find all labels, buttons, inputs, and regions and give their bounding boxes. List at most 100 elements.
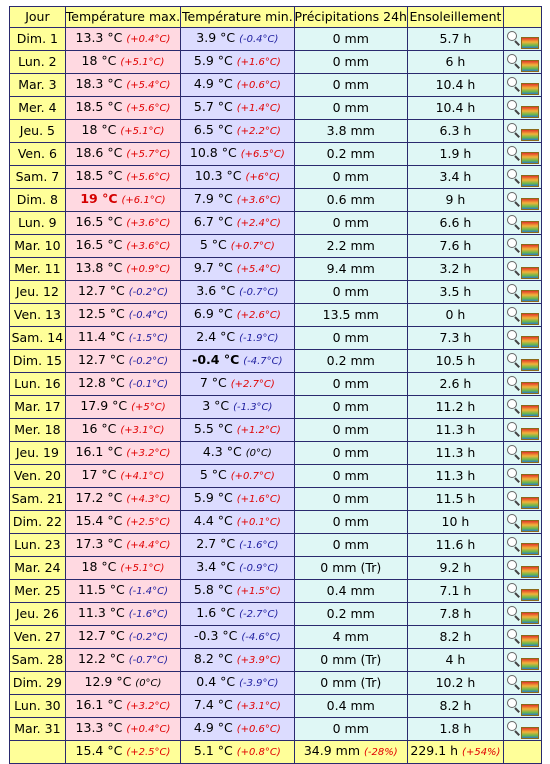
magnifier-chart-icon[interactable] xyxy=(506,54,540,72)
magnifier-chart-icon[interactable] xyxy=(506,238,540,256)
detail-link-cell[interactable] xyxy=(502,165,543,189)
magnifier-chart-icon[interactable] xyxy=(506,146,540,164)
magnifier-chart-icon[interactable] xyxy=(506,284,540,302)
tmin-value: 10.3 °C xyxy=(194,168,242,183)
magnifier-chart-icon[interactable] xyxy=(506,537,540,555)
tmax-cell: 13.8 °C (+0.9°C) xyxy=(64,257,182,281)
magnifier-chart-icon[interactable] xyxy=(506,376,540,394)
tmin-deviation: (-0.9°C) xyxy=(239,563,279,574)
tmin-deviation: (+1.6°C) xyxy=(236,494,281,505)
magnifier-chart-icon[interactable] xyxy=(506,77,540,95)
magnifier-chart-icon[interactable] xyxy=(506,399,540,417)
tmin-deviation: (+3.9°C) xyxy=(236,655,281,666)
detail-link-cell[interactable] xyxy=(502,372,543,396)
detail-link-cell[interactable] xyxy=(502,211,543,235)
sunshine-cell: 9.2 h xyxy=(406,556,504,580)
tmax-cell: 12.9 °C (0°C) xyxy=(64,671,182,695)
detail-link-cell[interactable] xyxy=(502,395,543,419)
detail-link-cell[interactable] xyxy=(502,73,543,97)
detail-link-cell[interactable] xyxy=(502,50,543,74)
magnifier-chart-icon[interactable] xyxy=(506,629,540,647)
detail-link-cell[interactable] xyxy=(502,119,543,143)
tmin-deviation: (+2.7°C) xyxy=(230,379,275,390)
tmax-value: 12.5 °C xyxy=(77,306,125,321)
detail-link-cell[interactable] xyxy=(502,142,543,166)
magnifier-chart-icon[interactable] xyxy=(506,514,540,532)
detail-link-cell[interactable] xyxy=(502,418,543,442)
detail-link-cell[interactable] xyxy=(502,96,543,120)
day-cell: Dim. 8 xyxy=(9,188,66,212)
tmin-value: -0.4 °C xyxy=(192,352,240,367)
magnifier-chart-icon[interactable] xyxy=(506,606,540,624)
magnifier-chart-icon[interactable] xyxy=(506,169,540,187)
tmin-cell: 10.8 °C (+6.5°C) xyxy=(180,142,295,166)
tmin-value: 8.2 °C xyxy=(193,651,233,666)
detail-link-cell[interactable] xyxy=(502,671,543,695)
magnifier-chart-icon[interactable] xyxy=(506,468,540,486)
detail-link-cell[interactable] xyxy=(502,464,543,488)
detail-link-cell[interactable] xyxy=(502,303,543,327)
sunshine-cell: 7.1 h xyxy=(406,579,504,603)
tmax-cell: 16 °C (+3.1°C) xyxy=(64,418,182,442)
detail-link-cell[interactable] xyxy=(502,648,543,672)
magnifier-chart-icon[interactable] xyxy=(506,215,540,233)
detail-link-cell[interactable] xyxy=(502,280,543,304)
tmax-deviation: (-0.1°C) xyxy=(128,379,169,390)
magnifier-chart-icon[interactable] xyxy=(506,422,540,440)
magnifier-chart-icon[interactable] xyxy=(506,307,540,325)
magnifier-chart-icon[interactable] xyxy=(506,330,540,348)
totals-prec: 34.9 mm (-28%) xyxy=(293,740,408,764)
detail-link-cell[interactable] xyxy=(502,349,543,373)
table-row: Ven. 13 12.5 °C (-0.4°C) 6.9 °C (+2.6°C) 13… xyxy=(9,303,543,327)
detail-link-cell[interactable] xyxy=(502,510,543,534)
magnifier-chart-icon[interactable] xyxy=(506,560,540,578)
totals-prec-dev: (-28%) xyxy=(364,747,398,758)
magnifier-chart-icon[interactable] xyxy=(506,583,540,601)
detail-link-cell[interactable] xyxy=(502,326,543,350)
table-row: Lun. 2 18 °C (+5.1°C) 5.9 °C (+1.6°C) 0 mm 6… xyxy=(9,50,543,74)
detail-link-cell[interactable] xyxy=(502,625,543,649)
magnifier-chart-icon[interactable] xyxy=(506,675,540,693)
day-cell: Jeu. 12 xyxy=(9,280,66,304)
detail-link-cell[interactable] xyxy=(502,234,543,258)
detail-link-cell[interactable] xyxy=(502,602,543,626)
tmin-cell: 0.4 °C (-3.9°C) xyxy=(180,671,295,695)
detail-link-cell[interactable] xyxy=(502,441,543,465)
tmax-deviation: (-0.4°C) xyxy=(128,310,169,321)
magnifier-chart-icon[interactable] xyxy=(506,353,540,371)
magnifier-chart-icon[interactable] xyxy=(506,123,540,141)
tmax-deviation: (+0.4°C) xyxy=(126,724,171,735)
magnifier-chart-icon[interactable] xyxy=(506,652,540,670)
precipitation-cell: 0 mm (Tr) xyxy=(293,648,408,672)
magnifier-chart-icon[interactable] xyxy=(506,100,540,118)
detail-link-cell[interactable] xyxy=(502,257,543,281)
detail-link-cell[interactable] xyxy=(502,27,543,51)
day-cell: Mar. 17 xyxy=(9,395,66,419)
magnifier-chart-icon[interactable] xyxy=(506,721,540,739)
tmax-value: 18 °C xyxy=(81,122,117,137)
detail-link-cell[interactable] xyxy=(502,533,543,557)
sunshine-cell: 5.7 h xyxy=(406,27,504,51)
magnifier-chart-icon[interactable] xyxy=(506,445,540,463)
magnifier-chart-icon[interactable] xyxy=(506,261,540,279)
tmax-value: 11.4 °C xyxy=(77,329,125,344)
magnifier-chart-icon[interactable] xyxy=(506,31,540,49)
detail-link-cell[interactable] xyxy=(502,579,543,603)
magnifier-chart-icon[interactable] xyxy=(506,491,540,509)
tmin-deviation: (-3.9°C) xyxy=(239,678,279,689)
sunshine-cell: 1.8 h xyxy=(406,717,504,741)
tmax-deviation: (+4.3°C) xyxy=(126,494,171,505)
detail-link-cell[interactable] xyxy=(502,188,543,212)
detail-link-cell[interactable] xyxy=(502,694,543,718)
precipitation-cell: 0 mm xyxy=(293,27,408,51)
tmax-value: 16.5 °C xyxy=(75,214,123,229)
detail-link-cell[interactable] xyxy=(502,556,543,580)
detail-link-cell[interactable] xyxy=(502,717,543,741)
tmin-cell: 4.9 °C (+0.6°C) xyxy=(180,717,295,741)
magnifier-chart-icon[interactable] xyxy=(506,192,540,210)
precipitation-cell: 0 mm xyxy=(293,372,408,396)
detail-link-cell[interactable] xyxy=(502,487,543,511)
tmax-cell: 11.5 °C (-1.4°C) xyxy=(64,579,182,603)
day-cell: Lun. 2 xyxy=(9,50,66,74)
tmin-cell: 5 °C (+0.7°C) xyxy=(180,234,295,258)
